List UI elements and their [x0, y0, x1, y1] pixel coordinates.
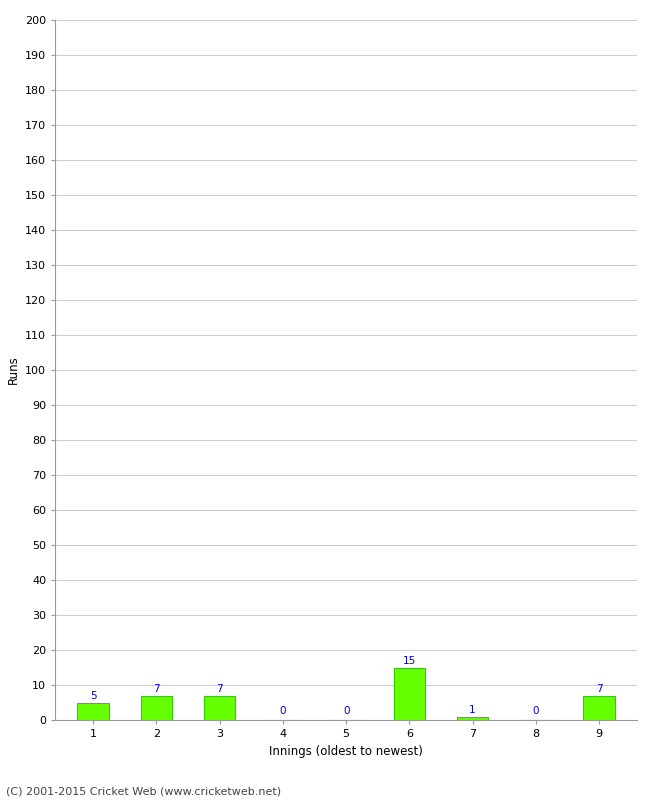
Text: 15: 15 — [403, 656, 416, 666]
Y-axis label: Runs: Runs — [6, 356, 20, 384]
Text: 7: 7 — [216, 684, 223, 694]
Bar — [393, 667, 425, 720]
Text: 1: 1 — [469, 705, 476, 715]
Text: (C) 2001-2015 Cricket Web (www.cricketweb.net): (C) 2001-2015 Cricket Web (www.cricketwe… — [6, 786, 281, 796]
Text: 0: 0 — [343, 706, 350, 717]
Text: 7: 7 — [596, 684, 603, 694]
Bar — [583, 695, 615, 720]
Bar — [140, 695, 172, 720]
Bar — [77, 702, 109, 720]
Bar — [204, 695, 235, 720]
Text: 0: 0 — [532, 706, 539, 717]
Text: 0: 0 — [280, 706, 286, 717]
X-axis label: Innings (oldest to newest): Innings (oldest to newest) — [269, 745, 423, 758]
Text: 5: 5 — [90, 691, 96, 701]
Bar — [457, 717, 488, 720]
Text: 7: 7 — [153, 684, 160, 694]
